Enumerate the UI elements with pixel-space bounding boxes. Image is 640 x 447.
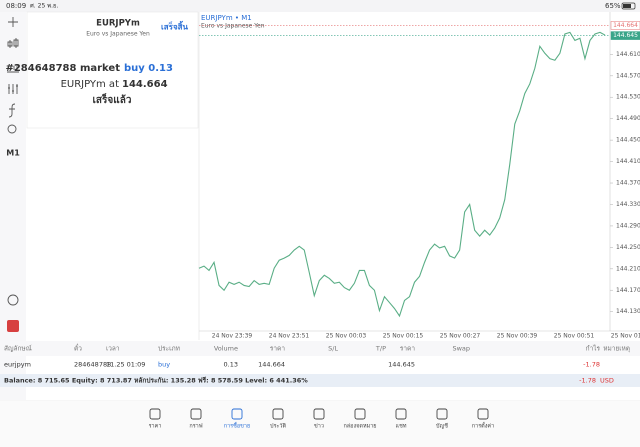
tab-label[interactable]: การซื้อขาย: [224, 422, 250, 430]
y-tick-label: 144.250: [616, 244, 640, 251]
tab-icon[interactable]: [477, 408, 489, 420]
x-tick-label: 25 Nov 00:15: [383, 333, 424, 340]
y-tick-label: 144.450: [616, 137, 640, 144]
x-tick-label: 25 Nov 00:03: [326, 333, 367, 340]
order-symbol[interactable]: EURJPYm: [96, 19, 140, 29]
order-side: buy 0.13: [124, 63, 173, 74]
tab-label[interactable]: แชท: [396, 423, 407, 430]
table-header: [0, 341, 640, 356]
y-tick-label: 144.210: [616, 265, 640, 272]
price-line-series: [198, 31, 606, 318]
tab-label[interactable]: บัญชี: [436, 423, 448, 430]
y-tick-label: 144.610: [616, 51, 640, 58]
order-description: Euro vs Japanese Yen: [86, 31, 150, 38]
battery: 65%: [605, 2, 621, 10]
status-date: ศ. 25 พ.ย.: [30, 3, 59, 10]
table-header-cell: Volume: [214, 345, 238, 353]
x-tick-label: 24 Nov 23:39: [212, 333, 253, 340]
battery-icon: [621, 2, 636, 10]
x-tick-label: 25 Nov 00:39: [497, 333, 538, 340]
table-cell[interactable]: buy: [158, 361, 170, 369]
timeframe[interactable]: M1: [6, 149, 20, 158]
y-tick-label: 144.530: [616, 94, 640, 101]
price-label-box: [610, 21, 640, 30]
tab-label[interactable]: ราคา: [149, 424, 162, 430]
table-header-cell: เวลา: [106, 345, 120, 353]
x-tick-label: 24 Nov 23:51: [269, 333, 310, 340]
x-tick-label: 25 Nov 00:51: [554, 333, 595, 340]
table-cell[interactable]: 0.13: [224, 361, 238, 369]
price-line: EURJPYm at: [61, 79, 120, 90]
battery-level: [623, 4, 631, 8]
table-header-cell: Swap: [452, 345, 470, 353]
tab-icon[interactable]: [313, 408, 325, 420]
zoom-tool[interactable]: [7, 294, 19, 306]
y-tick-label: 144.290: [616, 222, 640, 229]
table-header-cell: ราคา: [270, 345, 285, 353]
balance-bar: [0, 374, 640, 387]
price-label-box: [610, 31, 640, 40]
chart-subtitle: Euro vs Japanese Yen: [201, 23, 265, 30]
done-button[interactable]: เสร็จสิ้น: [161, 21, 188, 32]
y-tick-label: 144.170: [616, 287, 640, 294]
balance-profit: -1.78: [579, 377, 596, 385]
table-cell[interactable]: -1.78: [583, 361, 600, 369]
y-tick-label: 144.370: [616, 180, 640, 187]
y-tick-label: 144.330: [616, 201, 640, 208]
tab-icon[interactable]: [231, 408, 243, 420]
table-header-cell: S/L: [328, 345, 338, 353]
chart-title: EURJPYm • M1: [201, 14, 252, 22]
tab-icon[interactable]: [354, 408, 366, 420]
tab-icon[interactable]: [272, 408, 284, 420]
tab-icon[interactable]: [395, 408, 407, 420]
x-tick-label: 25 Nov 00:27: [440, 333, 481, 340]
chart-type-tool[interactable]: [7, 38, 19, 48]
table-header-cell: สัญลักษณ์: [4, 345, 32, 353]
objects-tool[interactable]: [7, 124, 17, 134]
table-header-cell: ประเภท: [158, 345, 180, 353]
function-tool[interactable]: [8, 103, 16, 118]
table-header-cell: T/P: [375, 345, 386, 353]
tab-icon[interactable]: [436, 408, 448, 420]
tab-label[interactable]: ข่าว: [314, 424, 324, 430]
table-cell[interactable]: 284648788: [74, 361, 111, 369]
status-time: 08:09: [6, 2, 26, 10]
one-click-trading[interactable]: [7, 320, 19, 332]
price-label: 144.664: [613, 22, 638, 29]
tab-label[interactable]: กล่องจดหมาย: [343, 424, 376, 430]
indicator-tool[interactable]: [7, 64, 19, 73]
left-toolbar: [0, 12, 26, 400]
table-cell[interactable]: eurjpym: [4, 361, 31, 369]
tab-label[interactable]: กราฟ: [189, 423, 202, 430]
tab-label[interactable]: การตั้งค่า: [472, 422, 494, 430]
table-header-cell: ตั๋ว: [74, 343, 82, 352]
balance-currency: USD: [600, 377, 614, 385]
crosshair-tool[interactable]: [8, 17, 18, 27]
y-tick-label: 144.410: [616, 158, 640, 165]
price-label: 144.645: [613, 32, 638, 39]
y-tick-label: 144.130: [616, 308, 640, 315]
order-line: #284648788 market: [5, 63, 120, 74]
table-header-cell: กำไร: [586, 345, 601, 353]
status-bar: [0, 0, 640, 12]
table-cell[interactable]: 144.645: [388, 361, 415, 369]
table-cell[interactable]: 11.25 01:09: [106, 361, 145, 369]
y-tick-label: 144.570: [616, 72, 640, 79]
table-cell[interactable]: 144.664: [258, 361, 285, 369]
table-header-cell: หมายเหตุ: [603, 345, 630, 353]
order-price: 144.664: [122, 79, 168, 90]
order-result: เสร็จแล้ว: [93, 92, 132, 106]
x-tick-label: 25 Nov 01:03: [611, 333, 640, 340]
balance-text: Balance: 8 715.65 Equity: 8 713.87 หลักป…: [4, 377, 308, 385]
tab-label[interactable]: ประวัติ: [270, 423, 286, 430]
tab-icon[interactable]: [149, 408, 161, 420]
tab-icon[interactable]: [190, 408, 202, 420]
order-panel: [26, 11, 199, 129]
y-tick-label: 144.490: [616, 115, 640, 122]
table-header-cell: ราคา: [400, 345, 415, 353]
settings-tool[interactable]: [8, 84, 18, 94]
